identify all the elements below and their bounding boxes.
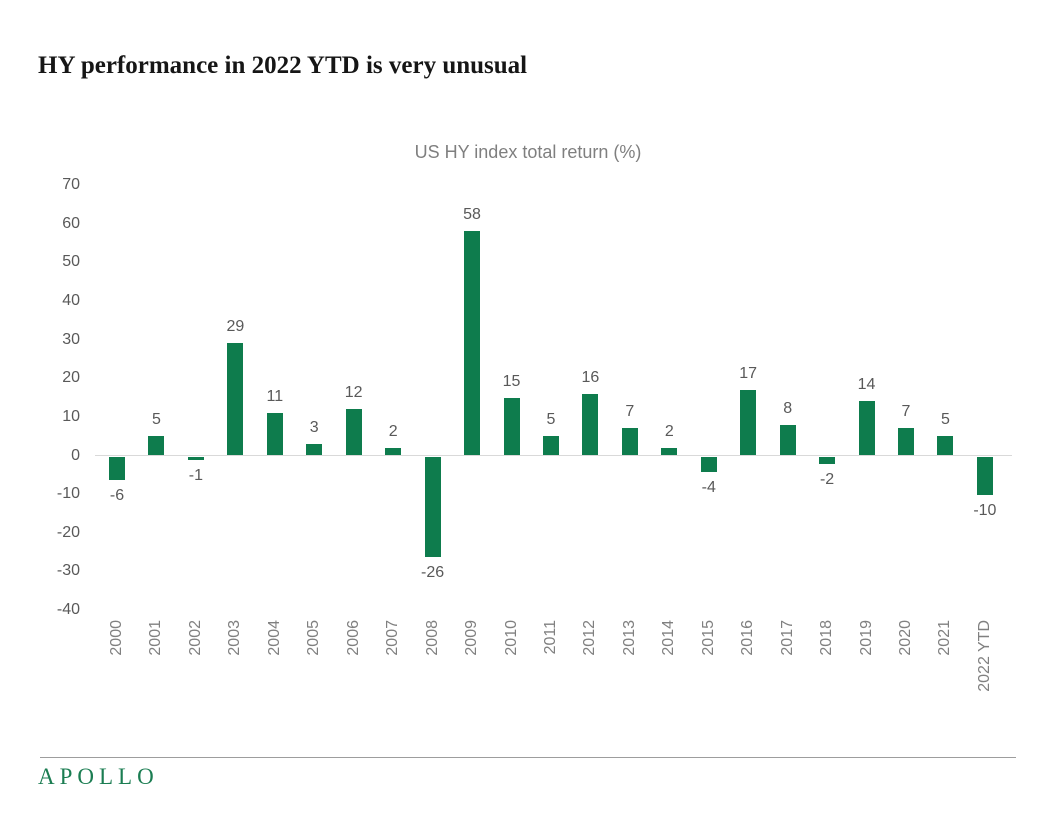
y-axis-tick-label: -10 bbox=[56, 485, 80, 503]
bar-value-label: 2 bbox=[664, 422, 674, 440]
bar-value-label: 15 bbox=[502, 372, 521, 390]
bar bbox=[148, 436, 165, 456]
bar bbox=[898, 428, 914, 456]
bar-value-label: 11 bbox=[266, 388, 284, 405]
bar-value-label: 7 bbox=[901, 403, 911, 421]
bar bbox=[582, 393, 599, 456]
bar bbox=[661, 447, 678, 456]
x-axis-label: 2005 bbox=[305, 620, 323, 656]
bar-value-label: -26 bbox=[421, 563, 445, 581]
bar bbox=[385, 447, 402, 456]
bar-value-label: 29 bbox=[226, 318, 245, 336]
x-axis-label: 2003 bbox=[226, 620, 244, 656]
bar-value-label: 7 bbox=[625, 403, 635, 421]
x-axis-label: 2004 bbox=[265, 620, 283, 656]
y-axis-tick-label: 50 bbox=[62, 253, 80, 271]
bar bbox=[345, 409, 362, 456]
y-axis-tick-label: 60 bbox=[62, 214, 80, 232]
bar bbox=[779, 424, 796, 456]
bar-value-label: -10 bbox=[973, 502, 997, 520]
bar bbox=[109, 456, 125, 480]
y-axis-tick-label: 0 bbox=[71, 446, 80, 464]
bar-value-label: -6 bbox=[109, 486, 125, 504]
zero-axis-line bbox=[95, 455, 1012, 456]
x-axis-label: 2013 bbox=[620, 620, 638, 656]
y-axis-tick-label: -40 bbox=[56, 601, 80, 619]
bar bbox=[819, 456, 836, 465]
y-axis-tick-label: -30 bbox=[56, 562, 80, 580]
x-axis-label: 2016 bbox=[739, 620, 757, 656]
bar-value-label: 14 bbox=[857, 376, 876, 394]
bar-value-label: 12 bbox=[344, 384, 363, 402]
x-axis-label: 2000 bbox=[108, 620, 125, 656]
bar-value-label: 8 bbox=[783, 399, 793, 417]
x-axis-label: 2019 bbox=[857, 620, 875, 656]
y-axis-tick-label: 40 bbox=[62, 291, 80, 309]
bar-value-label: -4 bbox=[701, 478, 716, 496]
bar bbox=[740, 389, 757, 456]
x-axis-label: 2007 bbox=[384, 620, 402, 656]
x-axis-label: 2018 bbox=[818, 620, 836, 656]
bar-value-label: 5 bbox=[151, 411, 161, 429]
x-axis-label: 2010 bbox=[502, 620, 520, 656]
chart-title: HY performance in 2022 YTD is very unusu… bbox=[38, 52, 528, 79]
bar bbox=[464, 231, 481, 456]
bar-value-label: 58 bbox=[463, 206, 481, 224]
y-axis-tick-label: 30 bbox=[62, 330, 80, 348]
x-axis-label: 2008 bbox=[423, 620, 441, 656]
footer-divider bbox=[40, 757, 1016, 758]
bar-value-label: 5 bbox=[546, 411, 556, 429]
x-axis-label: 2015 bbox=[699, 620, 717, 656]
bar bbox=[266, 413, 283, 456]
bar bbox=[621, 428, 638, 456]
bar bbox=[227, 343, 244, 456]
bar bbox=[424, 456, 441, 557]
bar bbox=[937, 436, 954, 456]
bar bbox=[542, 436, 559, 456]
x-axis-label: 2014 bbox=[660, 620, 678, 656]
bar bbox=[503, 397, 520, 456]
bar bbox=[187, 456, 204, 461]
bar bbox=[306, 443, 323, 456]
y-axis-tick-label: 20 bbox=[62, 369, 80, 387]
bar bbox=[700, 456, 717, 472]
x-axis-label: 2001 bbox=[147, 620, 165, 656]
x-axis-label: 2020 bbox=[897, 620, 914, 656]
bar-value-label: 3 bbox=[309, 418, 319, 436]
x-axis-label: 2002 bbox=[186, 620, 204, 656]
y-axis-tick-label: -20 bbox=[56, 523, 80, 541]
x-axis-label: 2011 bbox=[541, 620, 559, 655]
y-axis-tick-label: 70 bbox=[62, 176, 80, 194]
chart-subtitle: US HY index total return (%) bbox=[414, 142, 642, 162]
y-axis-tick-label: 10 bbox=[62, 407, 80, 425]
bar-value-label: 17 bbox=[739, 364, 758, 382]
bar-value-label: 2 bbox=[388, 422, 398, 440]
x-axis-label: 2022 YTD bbox=[975, 620, 993, 692]
bar-value-label: -2 bbox=[819, 471, 835, 489]
x-axis-label: 2006 bbox=[344, 620, 362, 656]
x-axis-label: 2009 bbox=[463, 620, 481, 656]
bar bbox=[976, 456, 993, 496]
x-axis-label: 2012 bbox=[581, 620, 599, 656]
apollo-logo: APOLLO bbox=[38, 764, 159, 789]
x-axis-label: 2021 bbox=[936, 620, 954, 656]
x-axis-label: 2017 bbox=[778, 620, 796, 656]
bar-value-label: 16 bbox=[581, 368, 600, 386]
bar bbox=[858, 401, 875, 456]
bar-value-label: 5 bbox=[940, 411, 950, 429]
bar-value-label: -1 bbox=[188, 467, 203, 485]
